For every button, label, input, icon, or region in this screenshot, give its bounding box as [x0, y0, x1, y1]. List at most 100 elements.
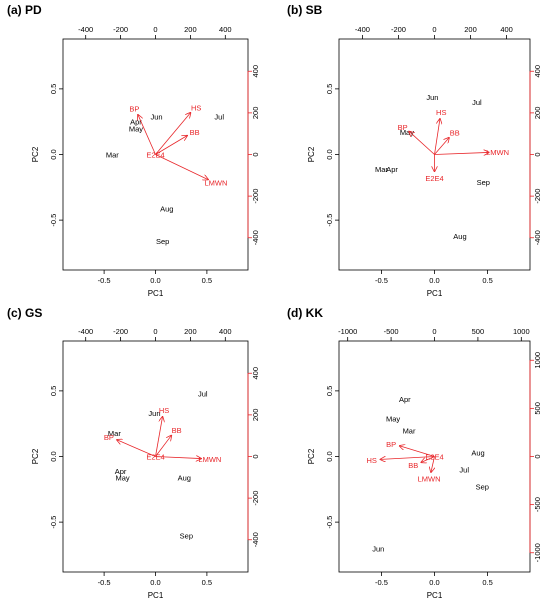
vector-label-e2e4: E2E4 — [146, 151, 164, 160]
vector-arrow-bb — [421, 456, 435, 463]
y-tick-label: 0.0 — [49, 149, 58, 159]
vector-label-hs: HS — [191, 104, 201, 113]
top-tick-label: 500 — [472, 327, 485, 336]
x-axis-label: PC1 — [148, 289, 164, 298]
point-label-jul: Jul — [459, 466, 469, 475]
point-label-jul: Jul — [472, 98, 482, 107]
point-label-apr: Apr — [386, 165, 398, 174]
x-axis-label: PC1 — [427, 591, 443, 600]
right-tick-label: 200 — [251, 409, 260, 422]
vector-arrow-lmwn — [155, 154, 208, 180]
y-tick-label: 0.5 — [49, 386, 58, 396]
right-tick-label: 0 — [251, 454, 260, 458]
chart-panel-3: (c) GS -0.5 0.0 0.5 -0.5 0.0 0.5 -400 -200 0 200 40… — [7, 306, 260, 600]
vector-label-hs: HS — [159, 406, 169, 415]
vector-arrow-bp — [409, 132, 435, 155]
point-label-jun: Jun — [426, 93, 438, 102]
vector-label-lmwn: LMWN — [418, 475, 441, 484]
point-label-jun: Jun — [372, 544, 384, 553]
right-tick-label: -400 — [251, 230, 260, 245]
vector-arrow-hs — [155, 113, 191, 155]
vector-label-e2e4: E2E4 — [425, 174, 443, 183]
y-axis-label: PC2 — [31, 448, 40, 464]
right-tick-label: -500 — [533, 497, 542, 512]
vector-label-bb: BB — [172, 426, 182, 435]
vector-arrow-lmwn — [434, 152, 489, 154]
panel-title: (a) PD — [7, 3, 42, 17]
y-tick-label: -0.5 — [325, 214, 334, 227]
right-tick-label: 400 — [251, 367, 260, 380]
point-label-mar: Mar — [106, 151, 119, 160]
right-tick-label: -400 — [251, 532, 260, 547]
top-tick-label: -400 — [78, 327, 93, 336]
right-tick-label: 200 — [533, 107, 542, 120]
vector-arrow-bb — [434, 138, 449, 155]
top-tick-label: 200 — [464, 25, 477, 34]
x-tick-label: -0.5 — [375, 276, 388, 285]
top-tick-label: 0 — [432, 327, 436, 336]
vector-label-hs: HS — [436, 108, 446, 117]
y-tick-label: 0.5 — [325, 386, 334, 396]
right-tick-label: 200 — [251, 107, 260, 120]
point-label-jun: Jun — [150, 112, 162, 121]
y-tick-label: -0.5 — [49, 214, 58, 227]
vector-label-e2e4: E2E4 — [146, 453, 164, 462]
x-tick-label: -0.5 — [98, 276, 111, 285]
point-label-apr: Apr — [130, 118, 142, 127]
top-tick-label: 1000 — [513, 327, 530, 336]
point-label-sep: Sep — [476, 483, 489, 492]
vector-label-bp: BP — [398, 123, 408, 132]
point-label-aug: Aug — [471, 449, 484, 458]
vector-arrow-bp — [117, 440, 156, 457]
x-tick-label: 0.5 — [482, 578, 492, 587]
chart-panel-2: (b) SB -0.5 0.0 0.5 -0.5 0.0 0.5 -400 -200 0 200 40… — [287, 3, 542, 298]
point-label-aug: Aug — [160, 204, 173, 213]
x-axis-label: PC1 — [148, 591, 164, 600]
x-tick-label: -0.5 — [98, 578, 111, 587]
top-tick-label: -200 — [113, 25, 128, 34]
x-tick-label: 0.5 — [482, 276, 492, 285]
point-label-aug: Aug — [453, 232, 466, 241]
right-tick-label: 400 — [251, 65, 260, 78]
y-axis-label: PC2 — [31, 146, 40, 162]
right-tick-label: -1000 — [533, 543, 542, 562]
y-tick-label: -0.5 — [325, 516, 334, 529]
top-tick-label: -200 — [391, 25, 406, 34]
y-tick-label: 0.0 — [325, 451, 334, 461]
point-label-jun: Jun — [148, 409, 160, 418]
point-label-sep: Sep — [180, 531, 193, 540]
top-tick-label: -200 — [113, 327, 128, 336]
y-tick-label: 0.0 — [325, 149, 334, 159]
right-tick-label: 1000 — [533, 352, 542, 369]
right-tick-label: -200 — [251, 491, 260, 506]
point-label-may: May — [400, 128, 414, 137]
point-label-mar: Mar — [108, 429, 121, 438]
vector-label-e2e4: E2E4 — [425, 453, 443, 462]
point-label-jul: Jul — [198, 390, 208, 399]
point-label-may: May — [129, 124, 143, 133]
x-tick-label: 0.5 — [202, 276, 212, 285]
top-tick-label: 200 — [184, 327, 197, 336]
top-tick-label: -400 — [355, 25, 370, 34]
x-tick-label: 0.0 — [429, 276, 439, 285]
vector-arrow-hs — [434, 119, 440, 155]
vector-arrow-bb — [155, 436, 172, 457]
y-tick-label: 0.0 — [49, 451, 58, 461]
right-tick-label: 0 — [251, 152, 260, 156]
vector-arrow-hs — [155, 417, 163, 457]
point-label-mar: Mar — [403, 426, 416, 435]
top-tick-label: -500 — [384, 327, 399, 336]
vector-label-lmwn: LMWN — [205, 178, 228, 187]
top-tick-label: -1000 — [338, 327, 357, 336]
point-label-mar: Mar — [375, 165, 388, 174]
top-tick-label: 400 — [500, 25, 513, 34]
panel-title: (b) SB — [287, 3, 323, 17]
top-tick-label: 0 — [432, 25, 436, 34]
vector-arrow-hs — [381, 456, 435, 460]
vector-label-hs: HS — [366, 456, 376, 465]
vector-label-lmwn: LMWN — [486, 148, 509, 157]
point-label-sep: Sep — [477, 178, 490, 187]
x-tick-label: 0.0 — [150, 578, 160, 587]
right-tick-label: 0 — [533, 454, 542, 458]
